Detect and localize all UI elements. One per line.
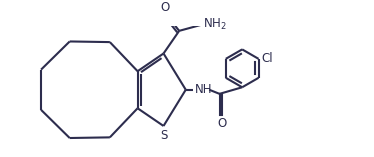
Text: O: O: [217, 117, 226, 130]
Text: NH: NH: [195, 83, 212, 96]
Text: NH$_2$: NH$_2$: [203, 17, 227, 32]
Text: O: O: [160, 1, 170, 14]
Text: S: S: [161, 129, 168, 142]
Text: Cl: Cl: [261, 51, 273, 65]
